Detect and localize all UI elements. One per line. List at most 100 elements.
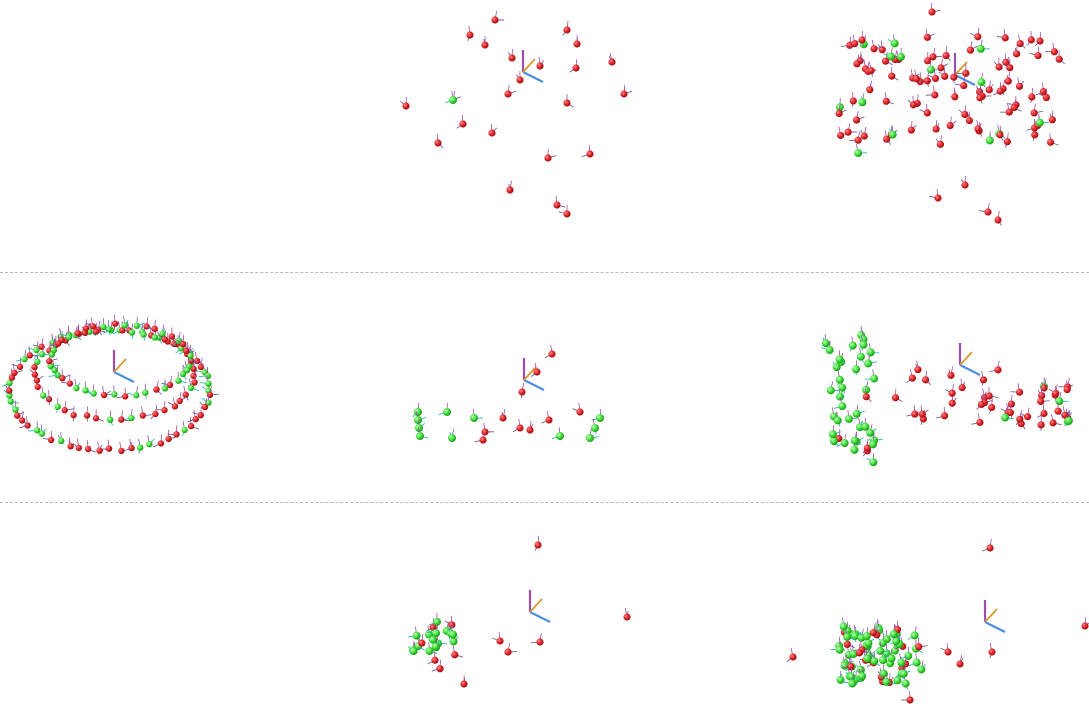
row-divider-2 [0,502,1089,503]
green-pose-marker [870,657,879,666]
red-pose-marker [16,363,24,371]
green-pose-marker [470,414,478,422]
red-pose-marker [516,76,524,84]
green-pose-marker [866,428,875,437]
axis-x [529,611,551,623]
red-pose-marker [1049,419,1057,427]
red-pose-marker [1027,36,1035,44]
red-pose-marker [118,447,125,455]
red-pose-marker [572,64,580,72]
green-pose-marker [864,359,873,368]
red-pose-marker [173,431,180,438]
red-pose-marker [122,393,129,400]
red-pose-marker [1015,82,1024,90]
red-pose-marker [835,109,843,118]
green-pose-marker [416,432,424,440]
green-pose-marker [856,352,865,361]
red-pose-marker [153,386,160,393]
axis-y [523,366,537,381]
red-pose-marker [436,665,444,673]
green-pose-marker [128,329,136,336]
red-pose-marker [882,97,890,105]
red-pose-marker [429,623,437,631]
red-pose-marker [866,86,874,94]
red-pose-marker [563,99,571,107]
red-pose-marker [143,323,150,330]
red-pose-marker [1036,37,1044,45]
red-pose-marker [908,374,916,382]
green-pose-marker [892,637,901,646]
red-pose-marker [837,131,845,140]
green-pose-marker [38,430,46,437]
red-pose-marker [491,16,499,24]
green-pose-marker [1055,397,1064,406]
green-pose-marker [448,434,456,442]
red-pose-marker [1005,108,1013,116]
red-pose-marker [152,410,159,418]
red-pose-marker [58,336,65,344]
red-pose-marker [1040,384,1048,392]
red-pose-marker [24,422,31,429]
red-pose-marker [961,181,969,189]
green-pose-marker [133,322,141,329]
red-pose-marker [923,109,931,117]
red-pose-marker [536,638,544,646]
green-pose-marker [429,635,438,644]
red-pose-marker [431,656,439,664]
green-pose-marker [596,414,604,422]
red-pose-marker [128,444,135,452]
red-pose-marker [499,414,507,422]
green-pose-marker [826,386,835,395]
green-pose-marker [136,444,144,451]
red-pose-marker [976,94,984,102]
red-pose-marker [548,350,556,358]
red-pose-marker [161,336,168,343]
green-pose-marker [33,427,41,434]
green-pose-marker [432,617,441,626]
green-pose-marker [121,322,129,329]
green-pose-marker [7,398,14,405]
green-pose-marker [869,458,878,467]
green-pose-marker [6,379,13,387]
red-pose-marker [994,366,1002,374]
red-pose-marker [481,41,489,49]
red-pose-marker [496,637,504,645]
red-pose-marker [1003,138,1011,146]
red-pose-marker [516,424,524,432]
red-pose-marker [986,544,994,552]
red-pose-marker [26,352,34,359]
green-pose-marker [899,669,908,678]
green-pose-marker [896,52,905,61]
green-pose-marker [409,647,418,656]
red-pose-marker [61,407,68,414]
red-pose-marker [1081,622,1089,630]
green-pose-marker [1001,413,1010,422]
red-pose-marker [1006,64,1014,72]
red-pose-marker [111,320,119,327]
green-pose-marker [862,632,871,641]
red-pose-marker [870,45,878,53]
red-pose-marker [105,445,113,452]
green-pose-marker [833,416,842,425]
red-pose-marker [944,648,952,656]
green-pose-marker [175,377,182,384]
green-pose-marker [142,389,149,396]
red-pose-marker [1012,50,1021,58]
green-pose-marker [40,392,47,399]
red-pose-marker [906,696,914,704]
green-pose-marker [882,677,891,686]
red-pose-marker [31,363,38,371]
red-pose-marker [1031,131,1039,139]
red-pose-marker [92,415,100,422]
red-pose-marker [862,393,870,401]
green-pose-marker [159,330,166,338]
red-pose-marker [911,410,919,418]
green-pose-marker [849,649,858,658]
red-pose-marker [84,445,92,453]
green-pose-marker [825,346,834,355]
green-pose-marker [878,656,887,665]
red-pose-marker [608,58,616,66]
red-pose-marker [850,40,859,48]
